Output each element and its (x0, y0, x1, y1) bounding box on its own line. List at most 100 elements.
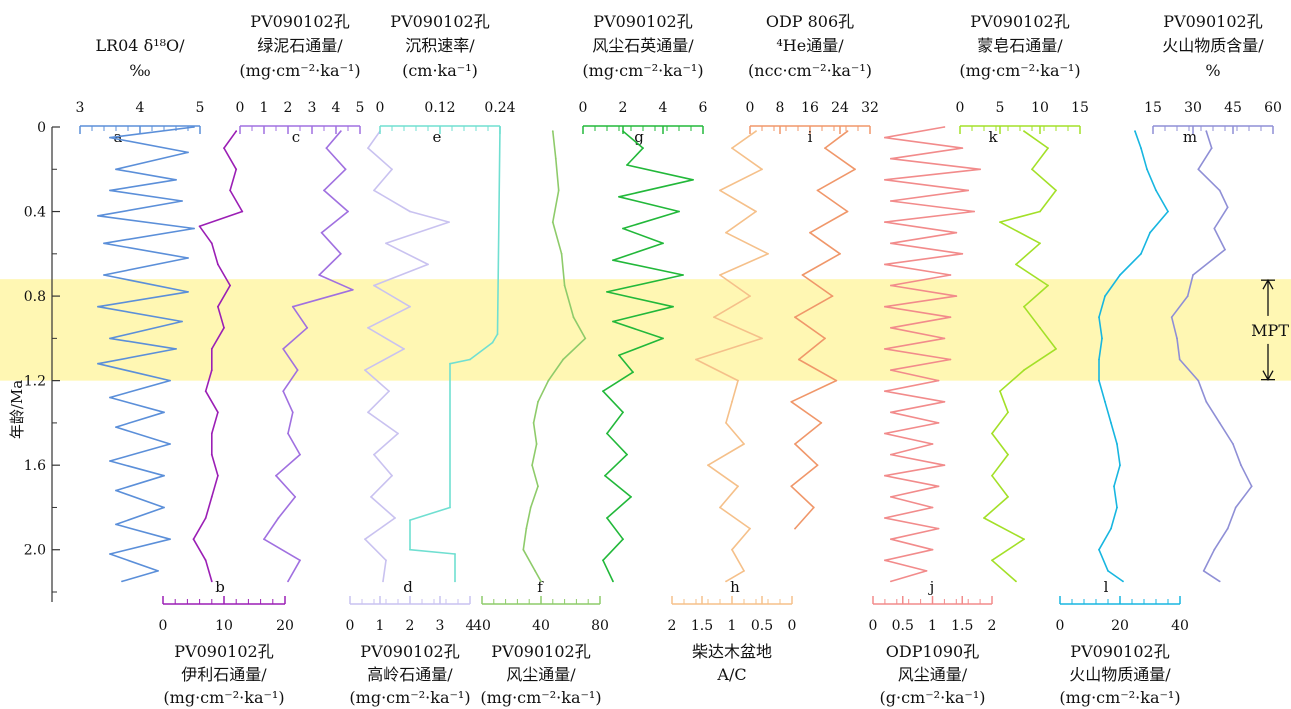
tick-label-h: 0.5 (751, 618, 773, 634)
data-point-j (884, 305, 886, 308)
data-point-j (931, 548, 934, 551)
tick-label-b: 20 (276, 618, 294, 634)
series-line-f (522, 131, 587, 582)
panel-title-l: (mg·cm⁻²·ka⁻¹) (1059, 688, 1180, 707)
data-point-a (169, 443, 171, 445)
tick-label-a: 3 (76, 100, 85, 116)
data-point-f (547, 379, 550, 382)
data-point-c (306, 326, 309, 329)
panel-title-f: (mg·cm⁻²·ka⁻¹) (480, 688, 601, 707)
panel-title-g: PV090102孔 (593, 12, 692, 31)
data-point-c (299, 559, 301, 562)
panel-title-b: (mg·cm⁻²·ka⁻¹) (163, 688, 284, 707)
panel-title-j: (g·cm⁻²·ka⁻¹) (880, 688, 986, 707)
data-point-b (229, 284, 232, 287)
tick-label-c: 4 (332, 100, 341, 116)
data-point-k (1055, 189, 1057, 192)
mpt-label: MPT (1251, 321, 1289, 340)
data-point-j (937, 422, 940, 424)
data-point-k (1039, 210, 1041, 213)
data-point-d (391, 474, 393, 477)
data-point-j (949, 316, 952, 319)
data-point-g (626, 164, 628, 166)
panel-title-h: 柴达木盆地 (692, 642, 772, 661)
data-point-g (612, 580, 614, 583)
data-point-j (884, 432, 886, 435)
data-point-f (554, 157, 557, 160)
data-point-j (884, 136, 886, 139)
data-point-j (931, 506, 934, 509)
data-point-l (1098, 316, 1100, 319)
data-point-h (719, 506, 721, 509)
data-point-f (537, 485, 539, 488)
data-point-h (731, 147, 733, 150)
data-point-m (1226, 206, 1229, 209)
data-point-a (175, 178, 177, 181)
data-point-g (678, 210, 680, 213)
data-point-l (1098, 358, 1100, 361)
data-point-g (602, 390, 604, 393)
panel-title-f: PV090102孔 (491, 642, 590, 661)
data-point-h (725, 580, 727, 583)
data-point-g (606, 291, 608, 293)
data-point-i (812, 506, 815, 509)
data-point-j (937, 485, 940, 488)
data-point-f (537, 400, 539, 403)
data-point-k (1007, 496, 1009, 498)
tick-label-j: 0.5 (892, 618, 914, 634)
tick-label-a: 4 (136, 100, 145, 116)
data-point-k (1047, 284, 1049, 287)
data-point-j (943, 337, 946, 340)
data-point-a (163, 411, 165, 414)
panel-title-i: ⁴He通量/ (776, 36, 844, 55)
data-point-e (469, 358, 471, 361)
data-point-g (612, 259, 614, 262)
data-point-c (325, 147, 328, 150)
data-point-g (604, 474, 606, 477)
data-point-h (755, 130, 757, 133)
data-point-a (163, 474, 165, 477)
data-point-c (275, 474, 277, 477)
data-point-c (351, 288, 354, 291)
data-point-d (370, 496, 372, 498)
data-point-k (1031, 168, 1033, 171)
data-point-f (529, 506, 532, 509)
data-point-a (181, 320, 183, 323)
panel-title-a: LR04 δ¹⁸O/ (95, 36, 185, 55)
data-point-d (367, 147, 369, 150)
data-point-a (109, 337, 111, 340)
data-point-g (662, 242, 664, 245)
data-point-b (204, 517, 207, 519)
data-point-m (1197, 168, 1200, 171)
data-point-i (801, 274, 804, 276)
data-point-a (193, 126, 195, 128)
data-point-m (1197, 379, 1200, 382)
tick-label-g: 0 (579, 100, 588, 116)
panel-title-c: 绿泥石通量/ (257, 36, 343, 55)
tick-label-c: 3 (308, 100, 317, 116)
tick-label-k: 15 (1071, 100, 1089, 116)
data-point-f (551, 221, 554, 224)
data-point-j (890, 157, 892, 160)
data-point-k (1039, 242, 1041, 245)
data-point-b (217, 474, 219, 477)
data-point-g (606, 517, 608, 519)
tick-label-f: 40 (473, 618, 491, 634)
data-point-d (409, 305, 411, 308)
data-point-l (1146, 168, 1148, 171)
tick-label-h: 1.5 (691, 618, 713, 634)
tick-label-d: 1 (376, 618, 385, 634)
data-point-k (1023, 130, 1025, 133)
tick-label-k: 10 (1031, 100, 1049, 116)
data-point-i (794, 527, 796, 530)
data-point-j (973, 210, 975, 213)
data-point-c (294, 496, 297, 498)
panel-title-j: ODP1090孔 (886, 642, 979, 661)
data-point-d (373, 189, 375, 192)
y-tick-label: 1.2 (24, 374, 46, 390)
panel-letter-c: c (292, 128, 300, 146)
data-point-c (291, 411, 294, 414)
data-point-k (999, 221, 1001, 224)
data-point-h (731, 400, 733, 403)
